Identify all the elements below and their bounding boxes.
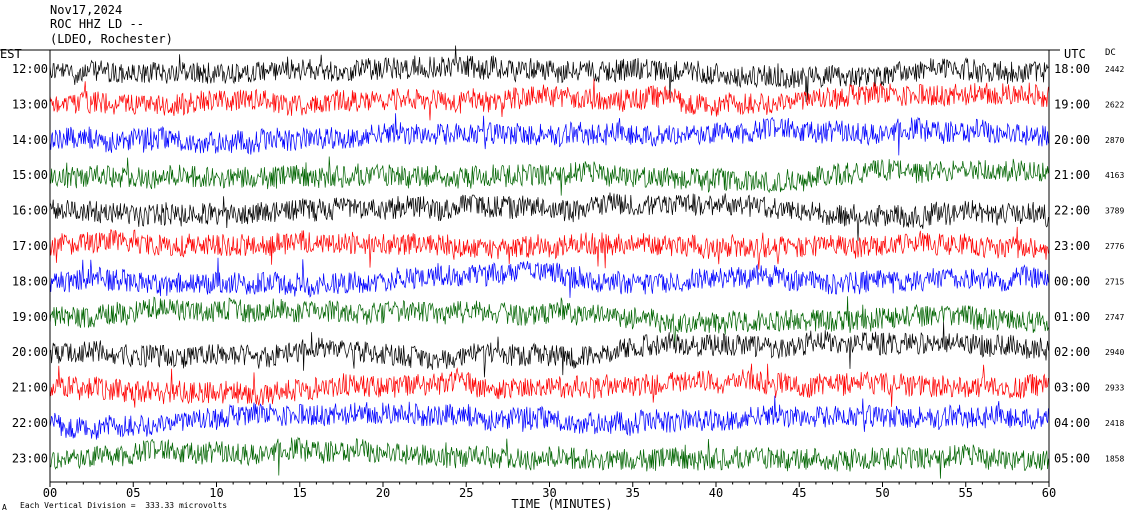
dc-header-label: DC	[1105, 48, 1116, 58]
utc-hour-label: 23:00	[1054, 239, 1090, 253]
utc-hour-label: 00:00	[1054, 274, 1090, 288]
x-tick-label-40: 40	[709, 486, 723, 500]
utc-hour-label: 02:00	[1054, 345, 1090, 359]
header-station: ROC HHZ LD --	[50, 17, 144, 31]
x-tick-label-20: 20	[376, 486, 390, 500]
dc-offset-value: 2715	[1105, 277, 1124, 286]
x-tick-label-15: 15	[293, 486, 307, 500]
x-tick-label-00: 00	[43, 486, 57, 500]
x-tick-label-10: 10	[209, 486, 223, 500]
trace-line-1400	[49, 113, 1049, 156]
trace-line-1700	[49, 226, 1049, 270]
right-timezone-label: UTC	[1064, 47, 1086, 61]
row-labels: 12:00 18:00 2442 13:00 19:00 2622 14:00 20:00 28…	[12, 62, 1125, 465]
trace-line-1600	[49, 192, 1049, 242]
dc-offset-value: 3789	[1105, 207, 1124, 216]
est-hour-label: 22:00	[12, 416, 48, 430]
x-tick-label-30: 30	[542, 486, 556, 500]
x-tick-label-45: 45	[792, 486, 806, 500]
est-hour-label: 18:00	[12, 274, 48, 288]
est-hour-label: 14:00	[12, 133, 48, 147]
dc-offset-value: 1858	[1105, 454, 1124, 463]
trace-line-1300	[49, 78, 1049, 121]
utc-hour-label: 05:00	[1054, 451, 1090, 465]
est-hour-label: 17:00	[12, 239, 48, 253]
x-tick-label-55: 55	[959, 486, 973, 500]
scale-mark: A	[2, 503, 7, 512]
trace-line-2300	[49, 436, 1049, 479]
est-hour-label: 20:00	[12, 345, 48, 359]
trace-line-1900	[49, 296, 1049, 348]
utc-hour-label: 21:00	[1054, 168, 1090, 182]
dc-offset-value: 2870	[1105, 136, 1124, 145]
dc-offset-value: 2747	[1105, 313, 1124, 322]
utc-hour-label: 22:00	[1054, 204, 1090, 218]
dc-offset-value: 2442	[1105, 65, 1124, 74]
dc-offset-value: 2776	[1105, 242, 1124, 251]
x-tick-label-25: 25	[459, 486, 473, 500]
dc-offset-value: 2418	[1105, 419, 1124, 428]
est-hour-label: 13:00	[12, 97, 48, 111]
utc-hour-label: 19:00	[1054, 97, 1090, 111]
x-tick-label-05: 05	[126, 486, 140, 500]
x-axis-label: TIME (MINUTES)	[511, 497, 612, 511]
x-tick-label-35: 35	[626, 486, 640, 500]
trace-line-1800	[49, 257, 1049, 298]
header-date: Nov17,2024	[50, 3, 123, 17]
est-hour-label: 12:00	[12, 62, 48, 76]
utc-hour-label: 03:00	[1054, 381, 1090, 395]
trace-line-1200	[49, 45, 1049, 103]
est-hour-label: 16:00	[12, 204, 48, 218]
x-tick-label-50: 50	[875, 486, 889, 500]
trace-line-2000	[49, 321, 1049, 378]
trace-line-1500	[49, 156, 1049, 196]
utc-hour-label: 20:00	[1054, 133, 1090, 147]
trace-line-2100	[49, 363, 1049, 408]
trace-line-2200	[49, 395, 1049, 440]
header-location: (LDEO, Rochester)	[50, 32, 173, 46]
est-hour-label: 15:00	[12, 168, 48, 182]
x-tick-label-60: 60	[1042, 486, 1056, 500]
dc-offset-value: 4163	[1105, 171, 1124, 180]
utc-hour-label: 04:00	[1054, 416, 1090, 430]
dc-offset-value: 2622	[1105, 100, 1124, 109]
est-hour-label: 23:00	[12, 451, 48, 465]
trace-group	[49, 45, 1049, 479]
scale-note: Each Vertical Division = 333.33 microvol…	[20, 501, 228, 510]
est-hour-label: 19:00	[12, 310, 48, 324]
utc-hour-label: 01:00	[1054, 310, 1090, 324]
dc-offset-value: 2940	[1105, 348, 1124, 357]
x-axis: 00 05 10 15 20 25 30 35 40 45 50 55 60 TIME (MINUTES)	[43, 482, 1056, 511]
utc-hour-label: 18:00	[1054, 62, 1090, 76]
dc-offset-value: 2933	[1105, 384, 1124, 393]
est-hour-label: 21:00	[12, 381, 48, 395]
